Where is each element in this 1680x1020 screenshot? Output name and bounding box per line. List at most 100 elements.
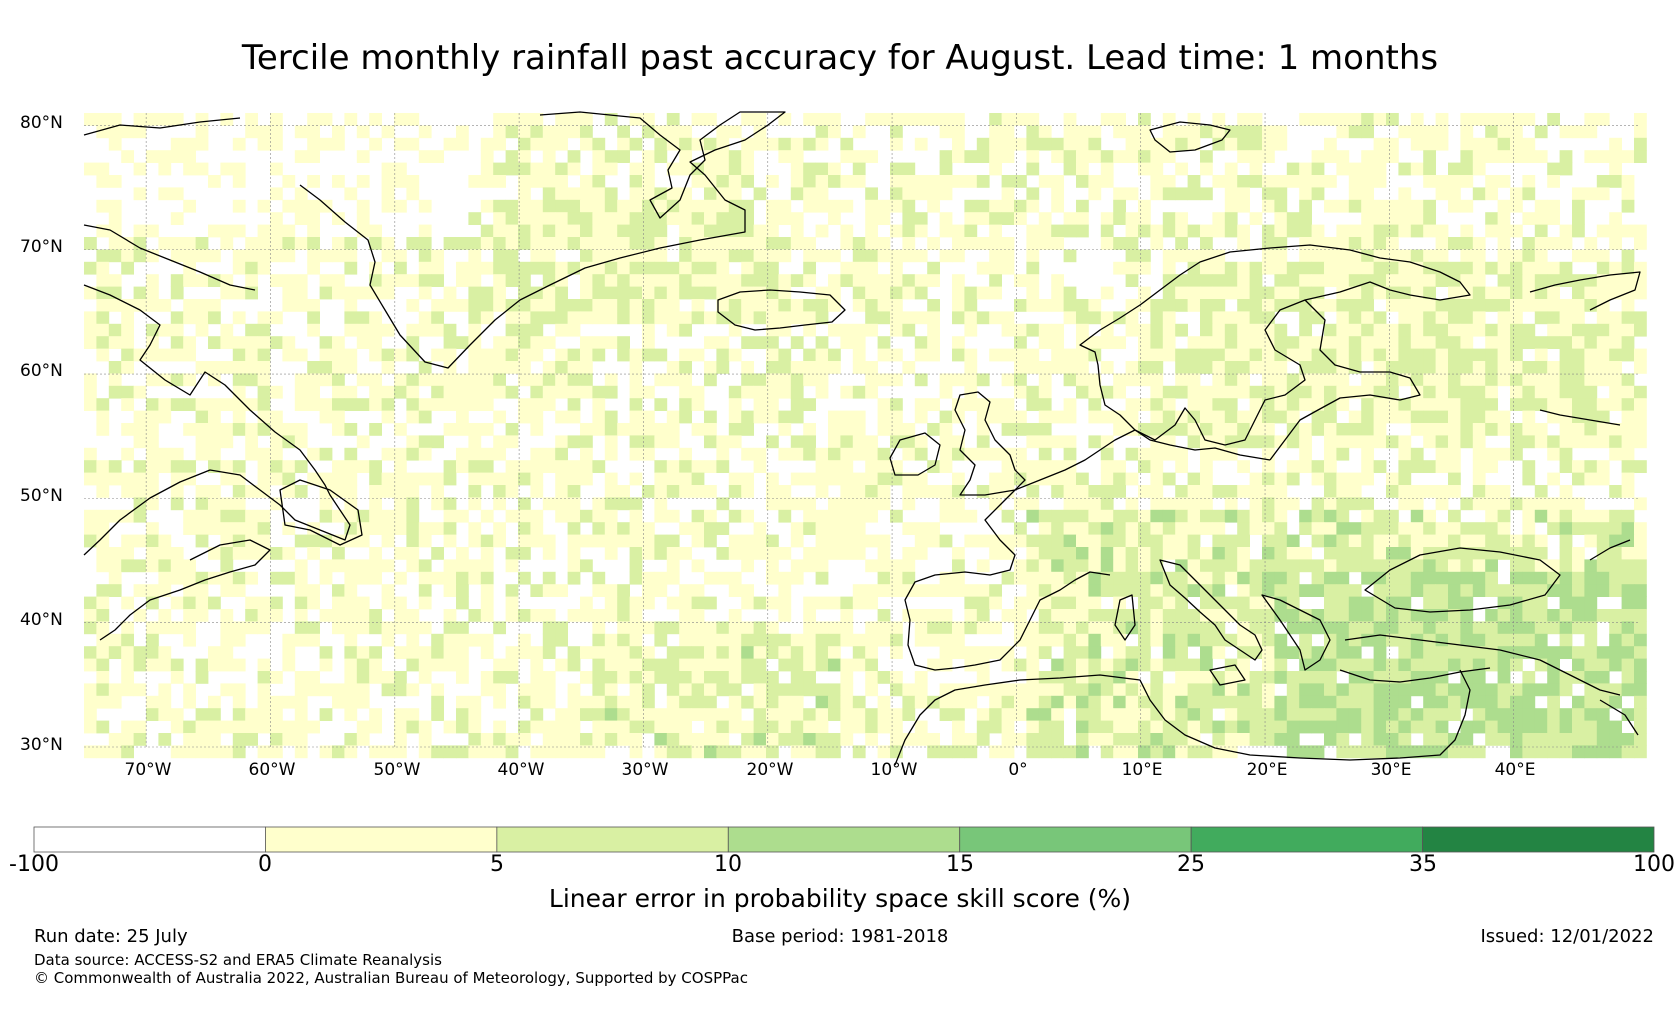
skill-cell (1224, 137, 1238, 151)
skill-cell (332, 175, 345, 188)
skill-cell (766, 175, 779, 188)
skill-cell (766, 224, 779, 238)
skill-cell (431, 261, 444, 275)
skill-cell (530, 137, 544, 151)
skill-cell (1150, 187, 1164, 201)
skill-cell (542, 237, 556, 250)
skill-cell (654, 125, 668, 139)
skill-cell (518, 175, 531, 188)
skill-cell (1634, 150, 1647, 163)
skill-cell (282, 249, 296, 263)
skill-cell (1497, 261, 1511, 275)
skill-cell (1435, 125, 1449, 139)
skill-cell (728, 162, 742, 176)
skill-cell (1522, 212, 1536, 225)
skill-cell (1336, 113, 1350, 126)
skill-cell (1472, 237, 1486, 250)
skill-cell (294, 187, 308, 201)
skill-cell (1373, 113, 1387, 126)
skill-cell (381, 175, 395, 188)
skill-cell (1299, 187, 1312, 201)
skill-cell (939, 125, 953, 139)
skill-cell (1559, 150, 1573, 163)
skill-cell (1410, 212, 1424, 225)
skill-cell (1485, 261, 1498, 275)
skill-cell (1299, 249, 1312, 263)
skill-cell (865, 249, 878, 263)
skill-cell (964, 224, 978, 238)
skill-cell (133, 187, 147, 201)
skill-cell (1125, 187, 1139, 201)
skill-cell (716, 261, 730, 275)
skill-cell (108, 249, 122, 263)
skill-cell (146, 113, 159, 126)
skill-cell (1373, 175, 1387, 188)
skill-cell (1324, 113, 1337, 126)
skill-cell (530, 249, 544, 263)
skill-cell (344, 249, 358, 263)
skill-cell (1559, 125, 1573, 139)
skill-cell (232, 249, 246, 263)
colorbar-tick: 10 (714, 852, 742, 877)
skill-cell (307, 261, 320, 275)
skill-cell (270, 113, 283, 126)
skill-cell (542, 150, 556, 163)
skill-cell (1088, 137, 1102, 151)
skill-cell (1336, 249, 1350, 263)
skill-cell (852, 175, 866, 188)
skill-cell (902, 237, 916, 250)
copyright: © Commonwealth of Australia 2022, Austra… (34, 969, 748, 987)
skill-cell (890, 162, 903, 176)
skill-cell (852, 249, 866, 263)
skill-cell (294, 237, 308, 250)
skill-cell (1572, 212, 1585, 225)
skill-cell (642, 162, 655, 176)
skill-cell (952, 224, 965, 238)
skill-cell (468, 237, 482, 250)
skill-cell (1348, 162, 1362, 176)
skill-cell (1162, 175, 1176, 188)
skill-cell (518, 113, 531, 126)
skill-cell (232, 175, 246, 188)
skill-cell (728, 175, 742, 188)
skill-cell (567, 113, 581, 126)
skill-cell (753, 261, 767, 275)
skill-cell (803, 237, 816, 250)
skill-cell (1063, 212, 1077, 225)
skill-cell (592, 137, 606, 151)
skill-cell (1051, 175, 1064, 188)
skill-cell (1187, 261, 1201, 275)
skill-cell (1100, 150, 1114, 163)
skill-cell (617, 249, 630, 263)
skill-cell (704, 199, 717, 213)
skill-cell (307, 237, 320, 250)
skill-cell (642, 212, 655, 225)
skill-cell (1373, 150, 1387, 163)
skill-cell (96, 113, 110, 126)
skill-cell (480, 224, 494, 238)
skill-cell (1621, 224, 1635, 238)
skill-cell (394, 199, 407, 213)
skill-cell (1299, 261, 1312, 275)
skill-cell (195, 249, 209, 263)
skill-cell (592, 199, 606, 213)
skill-cell (1348, 113, 1362, 126)
colorbar-tick: 100 (1633, 852, 1675, 877)
skill-cell (790, 224, 804, 238)
skill-cell (778, 150, 792, 163)
skill-cell (542, 187, 556, 201)
skill-cell (257, 249, 271, 263)
skill-cell (1361, 199, 1374, 213)
skill-cell (679, 187, 692, 201)
skill-cell (418, 125, 432, 139)
skill-cell (580, 199, 593, 213)
skill-cell (567, 224, 581, 238)
skill-cell (704, 187, 717, 201)
skill-cell (1311, 224, 1325, 238)
skill-cell (704, 137, 717, 151)
skill-cell (1609, 137, 1622, 151)
skill-cell (1113, 150, 1126, 163)
skill-cell (1224, 125, 1238, 139)
skill-cell (505, 113, 519, 126)
skill-cell (914, 137, 928, 151)
